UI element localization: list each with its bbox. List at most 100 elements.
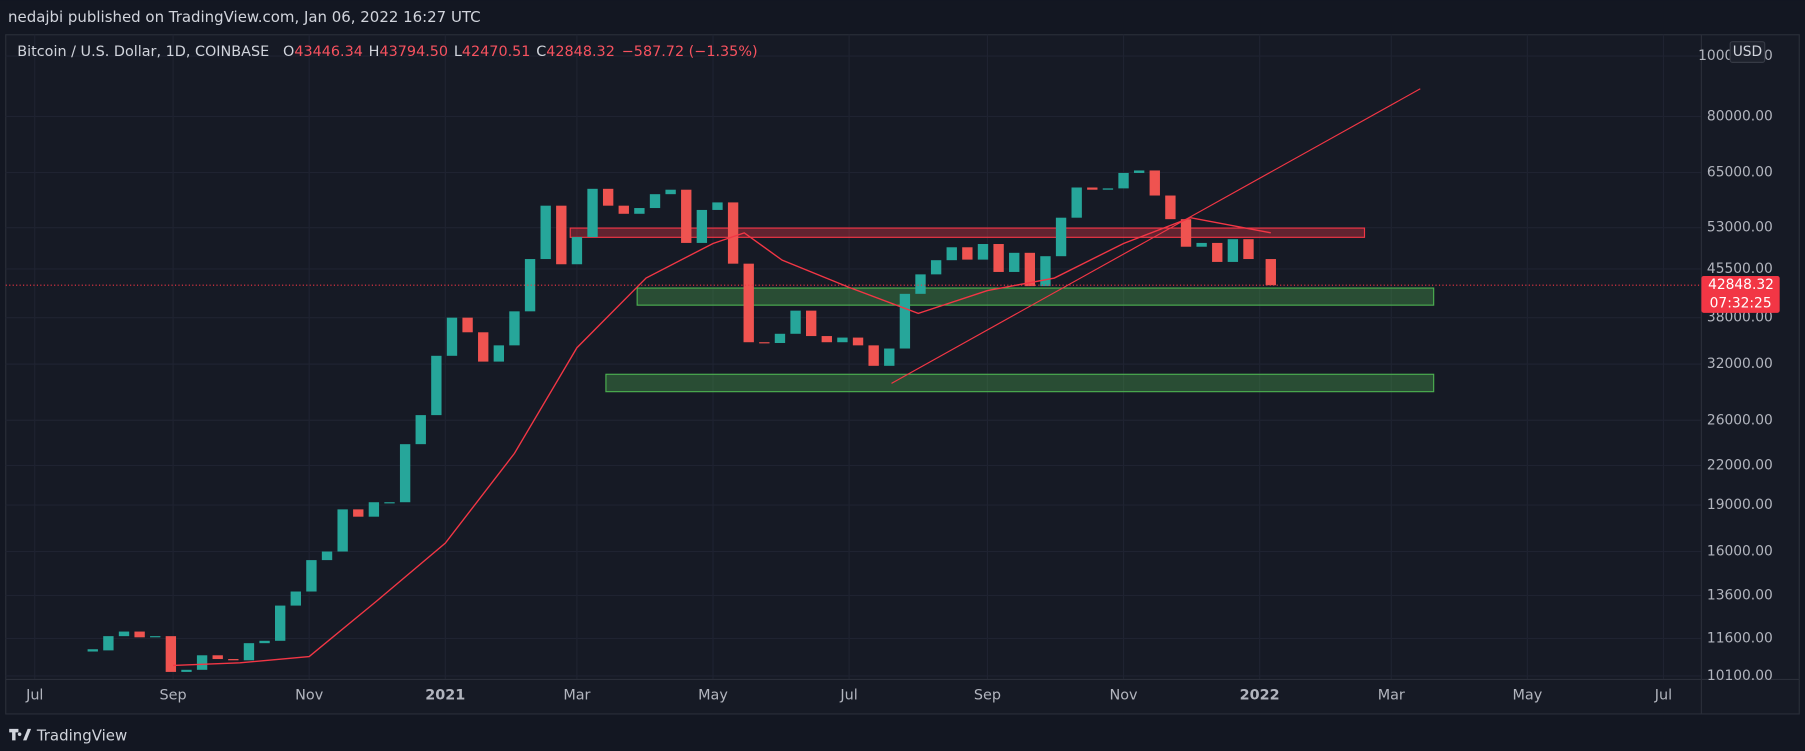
ohlc-value: 43794.50 <box>379 44 448 60</box>
candle <box>602 188 614 206</box>
ohlc-key: C <box>536 44 546 60</box>
moving-average <box>173 216 1271 667</box>
candle <box>1227 239 1239 262</box>
ohlc-key: H <box>369 44 380 60</box>
candle <box>868 345 879 366</box>
candle <box>196 655 208 670</box>
zone <box>569 227 1366 238</box>
candle <box>618 205 629 214</box>
candle <box>228 659 239 661</box>
candle <box>1071 187 1082 218</box>
candle <box>806 310 817 337</box>
candle <box>1212 242 1223 262</box>
grid <box>5 34 1702 680</box>
x-tick-label: 2021 <box>425 688 465 704</box>
candle <box>337 509 348 552</box>
candle <box>415 415 426 445</box>
x-tick-label: Nov <box>1110 688 1139 704</box>
candle <box>321 551 333 561</box>
published-line: nedajbi published on TradingView.com, Ja… <box>8 8 481 26</box>
currency[interactable]: USD <box>1733 44 1762 60</box>
zone <box>636 287 1435 306</box>
candle <box>1243 239 1254 260</box>
candle <box>524 259 536 312</box>
candle <box>821 336 832 343</box>
countdown: 07:32:25 <box>1710 296 1772 312</box>
y-tick-label: 26000.00 <box>1707 412 1773 428</box>
candle <box>1009 252 1020 272</box>
candle <box>384 502 395 504</box>
candle <box>103 636 114 651</box>
candle <box>759 342 770 344</box>
candle <box>1196 242 1207 247</box>
candle <box>993 244 1004 272</box>
candle <box>1087 187 1098 190</box>
y-tick-label: 16000.00 <box>1707 544 1773 560</box>
ohlc-value: 43446.34 <box>294 44 363 60</box>
candle <box>649 194 661 209</box>
candle <box>1102 188 1114 190</box>
brand-logo <box>9 728 32 741</box>
candle <box>930 260 942 275</box>
y-tick-label: 19000.00 <box>1707 497 1773 513</box>
x-tick-label: 2022 <box>1240 688 1280 704</box>
candle <box>446 317 458 356</box>
candle <box>556 205 567 265</box>
ohlc-value: 42848.32 <box>546 44 615 60</box>
candle <box>837 337 848 343</box>
candle <box>1133 170 1145 173</box>
y-tick-label: 65000.00 <box>1707 165 1773 181</box>
currency-badge[interactable] <box>1729 41 1766 63</box>
y-tick-label: 11600.00 <box>1707 630 1773 646</box>
candle <box>727 202 739 264</box>
candle <box>275 605 286 641</box>
price-tag <box>1701 275 1780 313</box>
ohlc-key: L <box>454 44 462 60</box>
candle <box>665 189 676 195</box>
x-tick-label: Jul <box>839 688 857 704</box>
candle <box>790 310 801 334</box>
x-tick-label: May <box>1513 688 1543 704</box>
candle <box>509 311 520 346</box>
candle <box>353 509 364 517</box>
candle <box>493 345 505 362</box>
candle <box>540 205 551 260</box>
candle <box>150 636 161 638</box>
y-tick-label: 32000.00 <box>1707 356 1773 372</box>
y-tick-label: 13600.00 <box>1707 587 1773 603</box>
x-tick-label: Jul <box>25 688 43 704</box>
candle <box>165 636 177 672</box>
candle <box>259 640 270 644</box>
candle <box>681 189 692 243</box>
plot <box>5 88 1702 672</box>
x-tick-label: Jul <box>1654 688 1672 704</box>
candle <box>1024 252 1036 287</box>
ohlc-value: 42470.51 <box>462 44 531 60</box>
symbol: Bitcoin / U.S. Dollar, 1D, COINBASE <box>17 44 269 60</box>
candle <box>181 669 192 672</box>
y-tick-label: 45500.00 <box>1707 261 1773 277</box>
logo-mark <box>9 728 32 741</box>
candle <box>1055 217 1067 257</box>
candle <box>587 188 598 238</box>
candle <box>712 202 723 210</box>
x-tick-label: Nov <box>295 688 324 704</box>
candle <box>571 237 583 265</box>
y-tick-label: 22000.00 <box>1707 457 1773 473</box>
candle <box>399 444 411 503</box>
candle <box>774 333 786 344</box>
x-tick-label: May <box>698 688 728 704</box>
candle <box>696 209 708 243</box>
trendline <box>891 88 1421 384</box>
x-tick-label: Mar <box>563 688 590 704</box>
candle <box>884 348 895 366</box>
candle <box>634 208 645 214</box>
brand: TradingView <box>36 726 127 744</box>
y-tick-label: 38000.00 <box>1707 310 1773 326</box>
candle <box>1265 259 1276 286</box>
ohlc-key: O <box>283 44 294 60</box>
symbol-legend: Bitcoin / U.S. Dollar, 1D, COINBASE O434… <box>17 44 757 60</box>
candle <box>1165 195 1176 220</box>
